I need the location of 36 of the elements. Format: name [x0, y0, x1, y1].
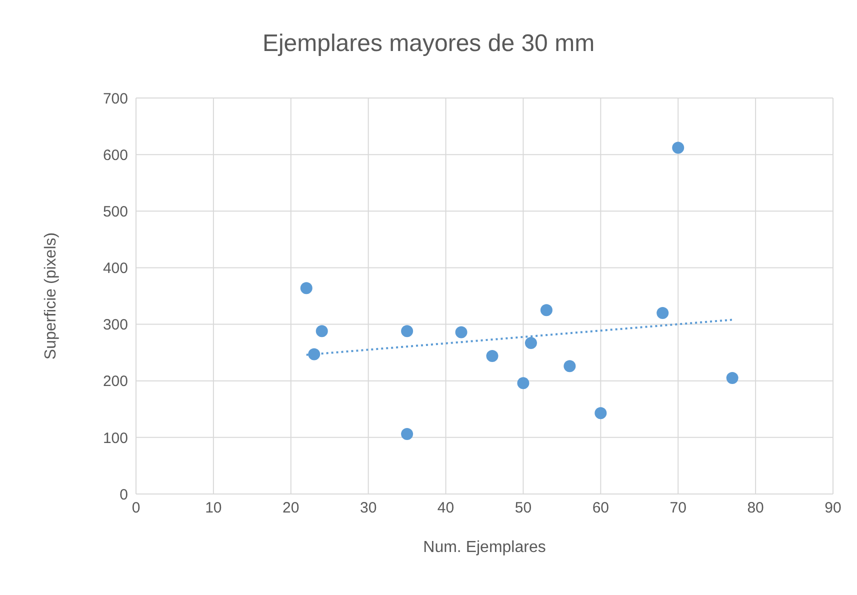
point: [308, 348, 320, 360]
x-tick-label: 70: [670, 500, 686, 517]
x-tick-label: 40: [437, 500, 454, 517]
x-tick-label: 30: [360, 500, 377, 517]
x-tick-label: 80: [747, 500, 764, 517]
point: [594, 407, 607, 420]
point: [540, 304, 552, 316]
point: [316, 325, 328, 338]
point: [300, 282, 312, 294]
x-tick-label: 20: [282, 500, 300, 517]
y-tick-label: 100: [102, 430, 128, 447]
y-tick-label: 200: [102, 373, 128, 390]
x-tick-label: 0: [132, 500, 140, 517]
y-tick-label: 500: [102, 203, 128, 220]
point: [517, 377, 530, 390]
x-tick-label: 60: [592, 500, 610, 517]
y-tick-label: 0: [120, 486, 128, 504]
point: [726, 372, 738, 384]
x-tick-label: 10: [205, 500, 222, 517]
y-tick-label: 400: [102, 260, 128, 278]
y-tick-label: 700: [102, 90, 128, 108]
x-tick-label: 50: [514, 500, 532, 517]
chart-title: Ejemplares mayores de 30 mm: [261, 30, 596, 58]
point: [524, 336, 537, 349]
point: [401, 428, 414, 440]
x-axis-title: Num. Ejemplares: [423, 539, 546, 556]
point: [656, 306, 669, 319]
point: [401, 325, 414, 338]
y-axis-title: Superficie (pixels): [42, 232, 60, 360]
x-tick-label: 90: [824, 500, 842, 517]
point: [564, 360, 576, 372]
point: [455, 326, 468, 338]
y-tick-label: 300: [102, 316, 128, 334]
point: [486, 350, 498, 362]
point: [672, 142, 684, 154]
y-tick-label: 600: [102, 146, 128, 164]
